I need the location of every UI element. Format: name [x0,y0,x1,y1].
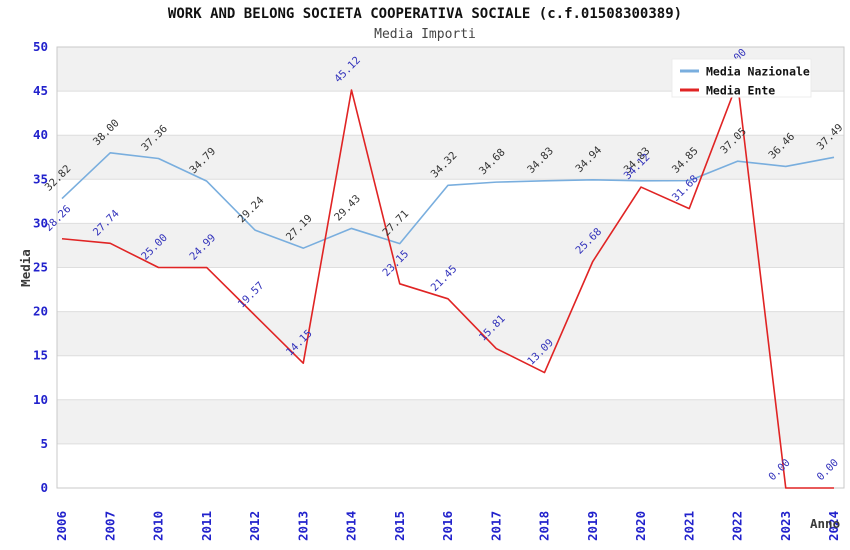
x-tick-label: 2017 [488,511,503,541]
y-tick-label: 25 [33,260,48,275]
plot-band [57,179,844,224]
y-tick-label: 30 [33,215,48,230]
y-tick-label: 15 [33,348,48,363]
x-tick-label: 2007 [102,511,117,541]
y-tick-label: 50 [33,39,48,54]
plot-band [57,267,844,312]
plot-band [57,443,844,488]
x-tick-label: 2019 [585,511,600,541]
plot-border [56,46,845,489]
y-tick-label: 0 [40,480,48,495]
line-media-nazionale [61,152,835,249]
x-tick-label: 2014 [344,511,359,541]
y-tick-label: 40 [33,127,48,142]
plot-band [57,311,844,356]
x-tick-label: 2013 [295,511,310,541]
y-tick-label: 10 [33,392,48,407]
plot-band [57,355,844,400]
x-tick-label: 2006 [54,511,69,541]
y-tick-label: 35 [33,171,48,186]
plot-band [57,399,844,444]
chart-subtitle: Media Importi [374,27,476,42]
x-tick-label: 2018 [537,511,552,541]
x-tick-label: 2023 [778,511,793,541]
x-tick-label: 2022 [730,511,745,541]
y-tick-label: 5 [40,436,48,451]
y-axis-title: Media [18,249,33,287]
plot-band [57,223,844,268]
x-tick-label: 2012 [247,511,262,541]
x-tick-label: 2021 [681,511,696,541]
x-tick-label: 2015 [392,511,407,541]
x-tick-label: 2016 [440,511,455,541]
x-tick-label: 2024 [826,511,841,541]
x-tick-label: 2010 [151,511,166,541]
y-tick-label: 45 [33,83,48,98]
x-axis-title: Anno [810,516,840,531]
y-tick-label: 20 [33,304,48,319]
x-tick-label: 2020 [633,511,648,541]
chart-title: WORK AND BELONG SOCIETA COOPERATIVA SOCI… [167,6,683,22]
plot-band [57,91,844,136]
x-tick-label: 2011 [199,511,214,541]
legend-label-media-ente: Media Ente [706,84,775,98]
legend-label-media-nazionale: Media Nazionale [706,65,810,79]
line-media-ente [61,81,834,489]
